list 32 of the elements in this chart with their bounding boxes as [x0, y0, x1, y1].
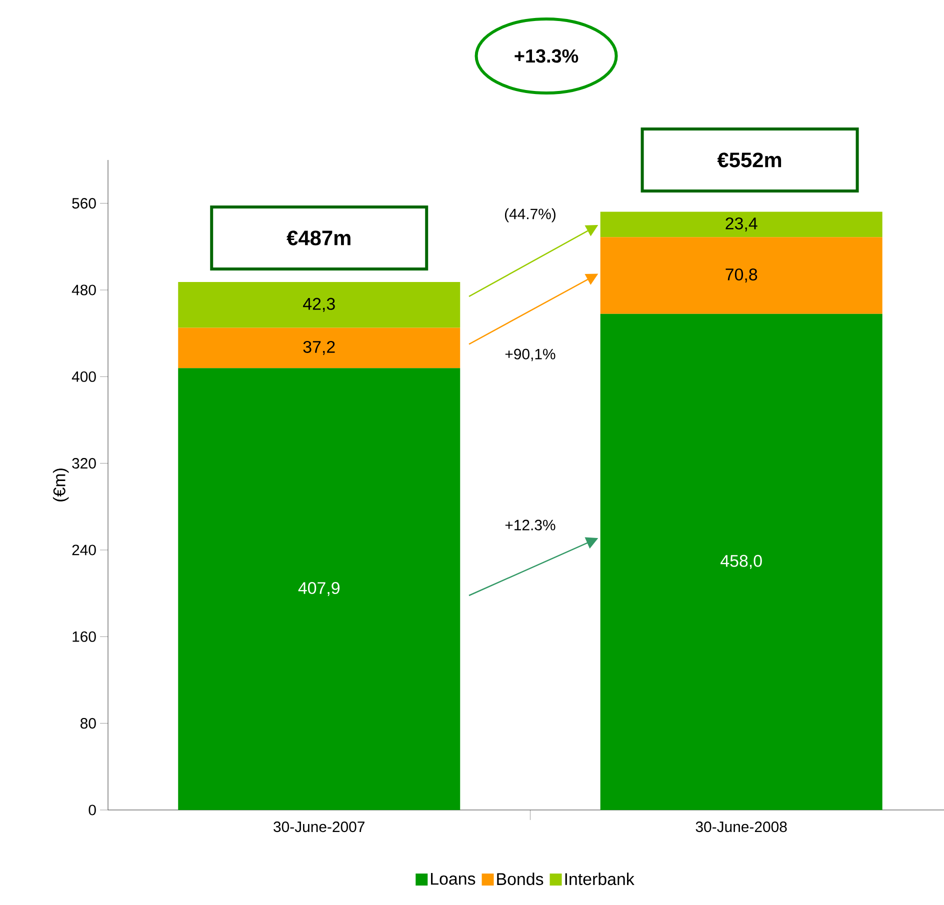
data-label: 42,3 [303, 298, 335, 312]
y-tick-label: 240 [72, 544, 96, 556]
annotation: +12.3% [505, 520, 556, 530]
y-tick-label: 560 [72, 198, 96, 209]
data-label: 23,4 [726, 217, 758, 232]
legend-label: Loans [431, 872, 476, 885]
text: +13.3% [514, 49, 578, 63]
y-tick-label: 480 [72, 284, 96, 296]
x-tick-label: 30-June-2007 [274, 822, 364, 832]
data-label: 37,2 [303, 340, 335, 355]
x-tick-label: 30-June-2008 [696, 822, 787, 832]
bar [178, 282, 460, 328]
y-tick-label: 80 [80, 718, 96, 729]
y-tick-label: 320 [72, 458, 96, 469]
annotation: (44.7%) [504, 208, 556, 222]
bar [600, 212, 882, 238]
bar [178, 368, 460, 810]
legend-label: Bonds [497, 872, 544, 886]
y-axis-title: (€m) [52, 468, 69, 502]
data-label: 407,9 [298, 582, 340, 596]
total-label: €487m [286, 230, 350, 246]
legend-label: Interbank [565, 872, 634, 886]
annotation: +90,1% [505, 348, 556, 362]
bar [178, 328, 460, 368]
data-label: 70,8 [726, 268, 758, 282]
y-tick-label: 0 [88, 804, 96, 816]
bar [600, 237, 882, 314]
y-tick-label: 160 [72, 631, 96, 642]
bar [600, 314, 882, 810]
y-tick-label: 400 [72, 371, 96, 382]
data-label: 458,0 [720, 554, 762, 569]
total-label: €552m [717, 152, 782, 168]
